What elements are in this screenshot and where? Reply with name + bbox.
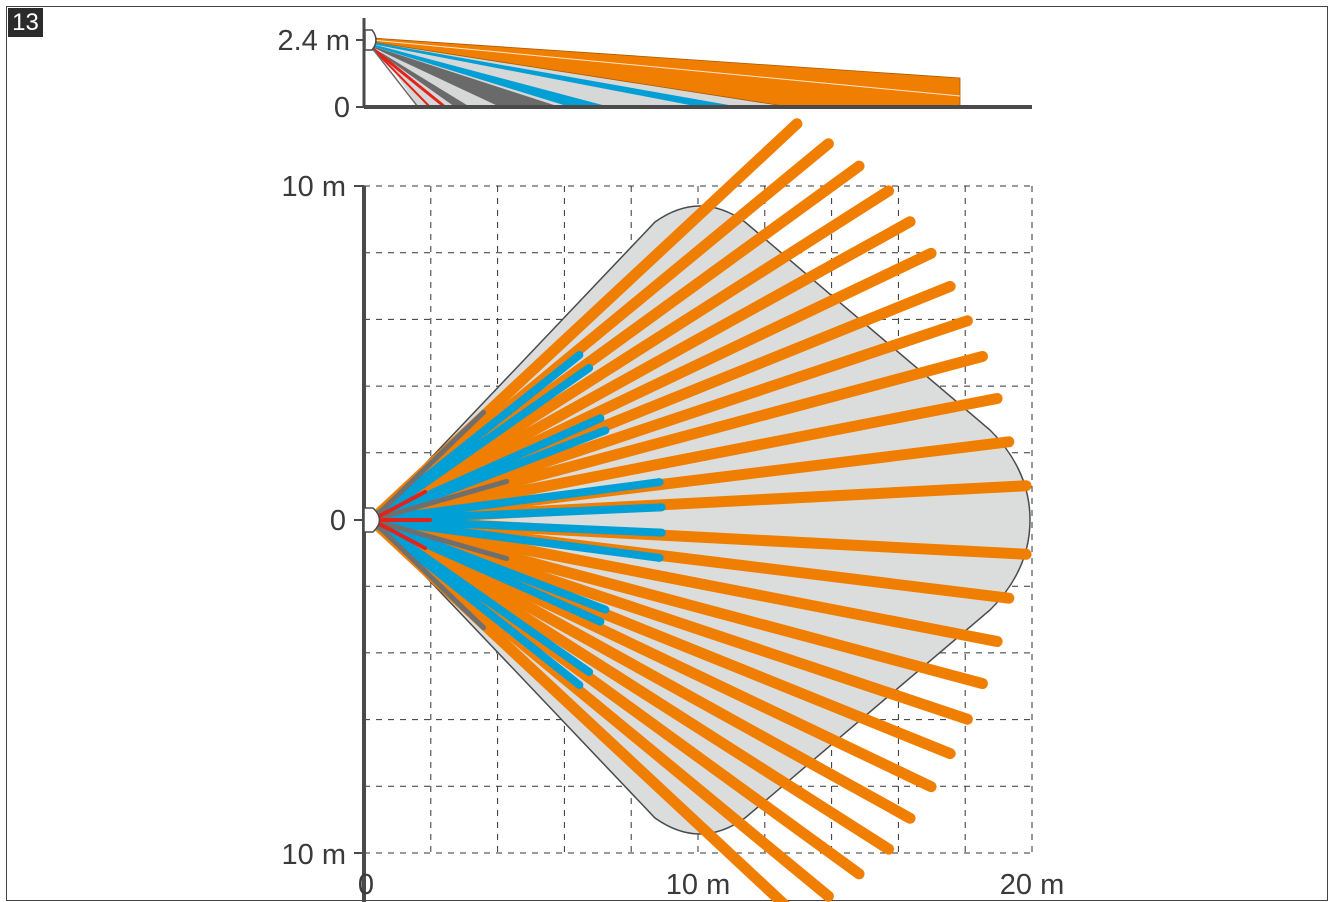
side-beam-red-near: [371, 47, 431, 108]
beam-gray: [369, 517, 486, 631]
beam-orange: [366, 216, 916, 526]
beam-orange: [366, 514, 916, 824]
detector-icon: [364, 29, 377, 51]
side-beam-blue-far: [372, 42, 740, 107]
beam-blue: [368, 426, 610, 524]
top-view-label-top: 10 m: [282, 171, 346, 203]
top-view: 10 m 0 10 m 0 10 m 20 m: [282, 118, 1064, 902]
beam-blue: [368, 516, 584, 689]
top-view-x-label-ten: 10 m: [666, 869, 730, 901]
detection-beams: [366, 118, 1032, 902]
beam-orange: [366, 514, 1003, 648]
beam-red: [370, 489, 427, 522]
side-beam-blue-near: [372, 44, 610, 107]
beam-gray: [369, 478, 510, 523]
beam-blue: [368, 364, 594, 524]
beam-orange: [366, 514, 973, 725]
side-beam-red-far: [371, 46, 446, 109]
side-view-label-zero: 0: [334, 92, 350, 124]
side-beam-gray-thin: [371, 47, 419, 108]
beam-orange: [366, 392, 1003, 526]
top-view-label-bottom: 10 m: [282, 839, 346, 871]
beam-blue: [368, 516, 605, 626]
top-view-x-label-zero: 0: [358, 869, 374, 901]
side-view-label-height: 2.4 m: [277, 25, 350, 57]
beam-blue: [368, 516, 664, 562]
beam-blue: [368, 516, 666, 537]
figure-number: 13: [8, 8, 43, 37]
side-view: 2.4 m 0: [277, 18, 1032, 124]
top-view-label-zero: 0: [330, 505, 346, 537]
side-beam-orange-centerline: [371, 39, 961, 97]
side-beam-gray-near: [372, 47, 470, 107]
beam-blue: [368, 503, 666, 524]
top-view-x-label-twenty: 20 m: [1000, 869, 1064, 901]
beam-gray: [369, 409, 486, 523]
beam-orange: [366, 185, 895, 526]
beam-orange: [366, 514, 895, 855]
beam-red: [370, 518, 427, 551]
beam-orange: [366, 315, 973, 526]
side-beam-gray-far: [372, 46, 560, 107]
beam-blue: [368, 478, 664, 524]
detector-icon: [363, 507, 381, 533]
beam-gray: [369, 517, 510, 562]
